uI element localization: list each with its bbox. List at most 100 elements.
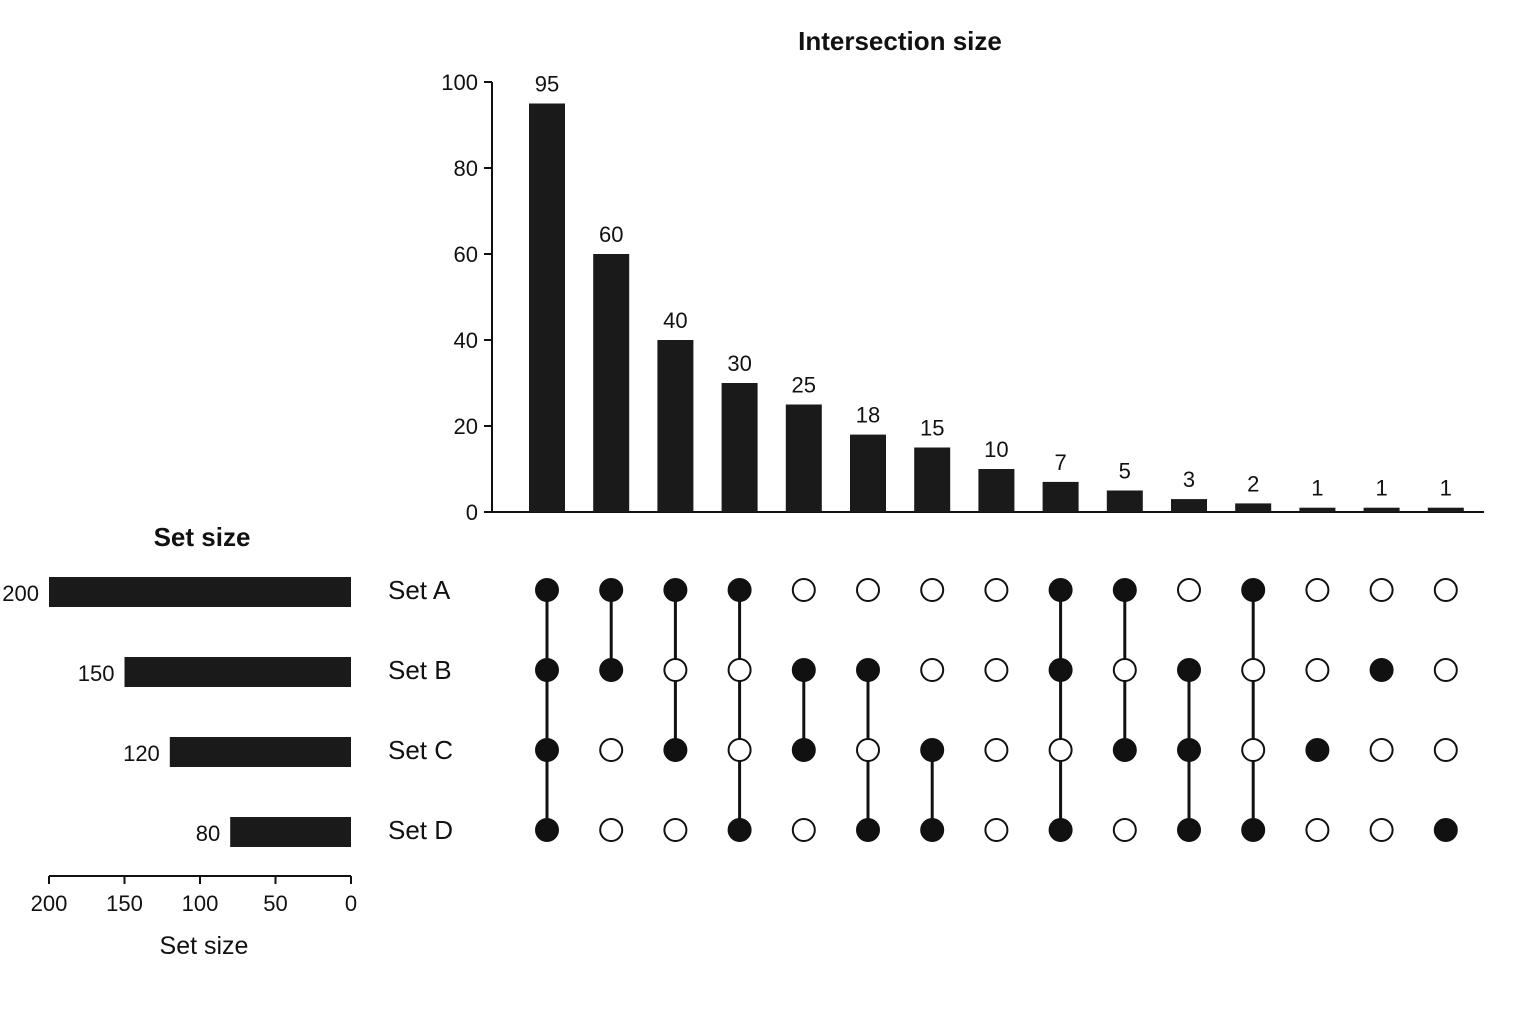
membership-dot-empty (1048, 738, 1073, 762)
intersection-bar-label: 18 (856, 403, 880, 428)
intersection-bar-label: 5 (1119, 459, 1131, 484)
intersection-y-tick-label: 60 (454, 242, 478, 267)
membership-dot-filled (1305, 738, 1330, 762)
intersection-bar (1363, 507, 1400, 512)
membership-dot-empty (984, 658, 1009, 682)
intersection-bar (529, 103, 565, 512)
membership-dot-filled (1048, 658, 1073, 682)
membership-dot-empty (984, 818, 1009, 842)
intersection-bar-label: 1 (1311, 476, 1323, 501)
set-size-x-tick-label: 100 (182, 891, 219, 916)
membership-matrix: Set A Set B Set C Set D (388, 575, 1458, 845)
intersection-bar-label: 7 (1054, 450, 1066, 475)
intersection-bar (1299, 507, 1336, 512)
intersection-bar (978, 469, 1015, 512)
membership-dot-empty (791, 818, 816, 842)
membership-dot-empty (1241, 658, 1266, 682)
membership-dot-filled (856, 658, 880, 682)
set-size-x-tick-label: 200 (31, 891, 68, 916)
intersection-bar (1427, 507, 1464, 512)
intersection-y-tick-label: 20 (454, 414, 478, 439)
intersection-bar-label: 25 (792, 373, 816, 398)
set-name-label: Set D (388, 815, 453, 845)
membership-dot-filled (1112, 738, 1137, 762)
membership-dot-empty (791, 578, 816, 602)
membership-dot-filled (1177, 738, 1201, 762)
set-size-x-tick-label: 150 (106, 891, 143, 916)
intersection-bar-label: 40 (663, 308, 687, 333)
membership-dot-empty (1433, 578, 1458, 602)
membership-dot-empty (1241, 738, 1266, 762)
set-size-axis-label: Set size (160, 932, 249, 960)
intersection-bar-label: 3 (1183, 467, 1195, 492)
membership-dot-filled (856, 818, 880, 842)
membership-dot-empty (1177, 578, 1201, 602)
intersection-bar-label: 10 (984, 437, 1008, 462)
membership-dot-filled (1241, 818, 1266, 842)
set-name-label: Set C (388, 735, 453, 765)
intersection-bar-chart: 0 20 40 60 80 100 95 60 40 30 25 18 15 10 7 5 3 2 1 1 1 (441, 70, 1484, 525)
intersection-bar-label: 95 (535, 72, 559, 97)
set-size-bar (230, 817, 351, 847)
intersection-bar (593, 254, 630, 512)
intersection-bar (785, 404, 822, 512)
membership-dot-empty (1433, 658, 1458, 682)
membership-dot-empty (1112, 818, 1137, 842)
intersection-bar (1106, 490, 1143, 512)
membership-dot-filled (1369, 658, 1394, 682)
intersection-bar-label: 1 (1440, 476, 1452, 501)
set-size-bar-label: 80 (196, 821, 220, 846)
intersection-bar (721, 383, 758, 512)
membership-dot-empty (1369, 578, 1394, 602)
membership-dot-filled (791, 658, 816, 682)
membership-dot-filled (535, 578, 559, 602)
intersection-y-tick-label: 0 (466, 500, 478, 525)
membership-dot-filled (599, 578, 624, 602)
set-name-label: Set A (388, 575, 451, 605)
intersection-size-title: Intersection size (798, 26, 1002, 56)
membership-dot-empty (856, 578, 880, 602)
membership-dot-filled (1112, 578, 1137, 602)
intersection-bar (1042, 481, 1079, 512)
intersection-bar-label: 1 (1375, 476, 1387, 501)
intersection-y-tick-label: 40 (454, 328, 478, 353)
intersection-bar (850, 434, 886, 512)
membership-dot-filled (1241, 578, 1266, 602)
membership-dot-filled (920, 738, 945, 762)
membership-dot-filled (1177, 818, 1201, 842)
membership-dot-filled (663, 738, 688, 762)
membership-dot-empty (920, 658, 945, 682)
membership-dot-filled (535, 738, 559, 762)
membership-dot-filled (727, 578, 752, 602)
intersection-y-tick-label: 100 (441, 70, 478, 95)
set-size-bar-label: 120 (123, 741, 160, 766)
intersection-bar (1235, 503, 1272, 512)
membership-dot-filled (599, 658, 624, 682)
membership-dot-empty (984, 738, 1009, 762)
intersection-bar-label: 30 (727, 351, 751, 376)
intersection-y-tick-label: 80 (454, 156, 478, 181)
intersection-bar-label: 2 (1247, 471, 1259, 496)
membership-dot-filled (1048, 818, 1073, 842)
set-size-bar-label: 150 (78, 661, 115, 686)
membership-dot-empty (663, 658, 688, 682)
membership-dot-empty (984, 578, 1009, 602)
membership-dot-filled (1177, 658, 1201, 682)
intersection-bar (914, 447, 951, 512)
set-size-bar (49, 577, 351, 607)
membership-dot-empty (1369, 738, 1394, 762)
intersection-bar-label: 15 (920, 416, 944, 441)
membership-dot-empty (1433, 738, 1458, 762)
intersection-bar-label: 60 (599, 222, 623, 247)
membership-dot-empty (727, 738, 752, 762)
set-size-bar-label: 200 (2, 581, 39, 606)
set-size-bar (124, 657, 351, 687)
membership-dot-empty (1305, 818, 1330, 842)
membership-dot-empty (599, 738, 624, 762)
membership-dot-empty (1112, 658, 1137, 682)
membership-dot-empty (1305, 658, 1330, 682)
membership-dot-filled (791, 738, 816, 762)
intersection-bar (1171, 499, 1207, 512)
membership-dot-filled (727, 818, 752, 842)
